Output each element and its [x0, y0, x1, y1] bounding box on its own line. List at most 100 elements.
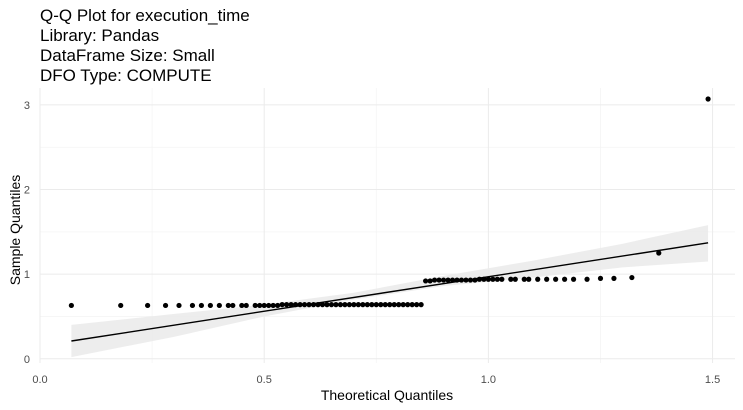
- data-point: [257, 302, 263, 309]
- data-point: [225, 302, 231, 309]
- confidence-band: [71, 225, 709, 358]
- data-point: [145, 302, 151, 309]
- data-point: [355, 302, 361, 308]
- data-point: [310, 302, 317, 308]
- data-point: [494, 276, 500, 282]
- x-tick-label: 1.5: [705, 374, 720, 386]
- data-point: [570, 276, 577, 282]
- data-point: [476, 276, 483, 282]
- data-point: [342, 302, 348, 308]
- data-point: [512, 276, 518, 282]
- title-line-1: Q-Q Plot for execution_time: [40, 6, 250, 25]
- data-point: [396, 302, 402, 308]
- reference-line: [71, 242, 709, 342]
- data-point: [405, 302, 411, 308]
- data-point: [360, 302, 366, 308]
- data-point: [409, 302, 415, 308]
- data-point: [333, 302, 339, 308]
- data-point: [400, 302, 406, 308]
- data-point: [369, 302, 375, 308]
- data-point: [508, 276, 514, 282]
- data-point: [162, 302, 169, 309]
- x-tick-label: 0.5: [257, 374, 272, 386]
- data-point: [364, 302, 370, 308]
- data-point: [454, 277, 460, 283]
- points-layer: [68, 96, 711, 309]
- data-point: [414, 302, 420, 308]
- y-tick-label: 2: [24, 185, 30, 197]
- data-point: [418, 302, 424, 308]
- data-point: [481, 276, 487, 282]
- data-point: [562, 276, 568, 282]
- data-point: [449, 277, 456, 283]
- data-point: [553, 276, 559, 282]
- data-point: [391, 302, 397, 308]
- confidence-band-layer: [71, 225, 709, 358]
- data-point: [306, 302, 312, 308]
- data-point: [423, 278, 429, 284]
- data-point: [387, 302, 393, 308]
- data-point: [337, 302, 344, 308]
- data-point: [629, 274, 635, 281]
- x-tick-label: 1.0: [481, 374, 496, 386]
- y-tick-label: 3: [24, 100, 30, 112]
- data-point: [176, 302, 182, 309]
- reference-line-layer: [71, 242, 709, 342]
- data-point: [279, 302, 285, 308]
- x-tick-label: 0.0: [32, 374, 47, 386]
- data-point: [324, 302, 330, 308]
- data-point: [463, 277, 469, 283]
- title-line-4: DFO Type: COMPUTE: [40, 66, 212, 85]
- data-point: [490, 276, 496, 282]
- data-point: [656, 250, 662, 256]
- x-axis-title: Theoretical Quantiles: [321, 387, 453, 403]
- y-axis-title: Sample Quantiles: [7, 175, 23, 286]
- data-point: [378, 302, 384, 308]
- data-point: [526, 276, 532, 282]
- data-point: [189, 302, 196, 309]
- y-tick-label: 1: [24, 269, 30, 281]
- chart-title: Q-Q Plot for execution_time Library: Pan…: [40, 6, 250, 86]
- data-point: [705, 96, 711, 102]
- data-point: [207, 302, 213, 309]
- data-point: [328, 302, 335, 308]
- data-point: [436, 277, 442, 283]
- data-point: [521, 276, 527, 282]
- data-point: [382, 302, 388, 308]
- grid: [39, 88, 735, 363]
- data-point: [239, 302, 245, 309]
- data-point: [284, 302, 290, 308]
- data-point: [68, 302, 74, 309]
- title-line-2: Library: Pandas: [40, 26, 160, 45]
- data-point: [346, 302, 352, 308]
- data-point: [458, 277, 465, 283]
- y-tick-label: 0: [24, 354, 30, 366]
- data-point: [243, 302, 249, 309]
- data-point: [440, 277, 447, 283]
- data-point: [351, 302, 357, 308]
- data-point: [288, 302, 294, 308]
- title-line-3: DataFrame Size: Small: [40, 46, 215, 65]
- data-point: [301, 302, 308, 308]
- data-point: [230, 302, 236, 309]
- data-point: [427, 278, 433, 284]
- data-point: [611, 275, 617, 281]
- data-point: [544, 276, 550, 282]
- data-point: [499, 276, 505, 282]
- data-point: [319, 302, 326, 308]
- data-point: [485, 276, 491, 282]
- data-point: [373, 302, 379, 308]
- data-point: [292, 302, 299, 308]
- data-point: [275, 302, 281, 309]
- data-point: [472, 277, 478, 283]
- data-point: [584, 276, 590, 282]
- data-point: [216, 302, 222, 309]
- data-point: [445, 277, 451, 283]
- data-point: [266, 302, 272, 309]
- data-point: [118, 302, 124, 309]
- data-point: [270, 302, 276, 309]
- data-point: [198, 302, 205, 309]
- data-point: [261, 302, 267, 309]
- data-point: [467, 277, 474, 283]
